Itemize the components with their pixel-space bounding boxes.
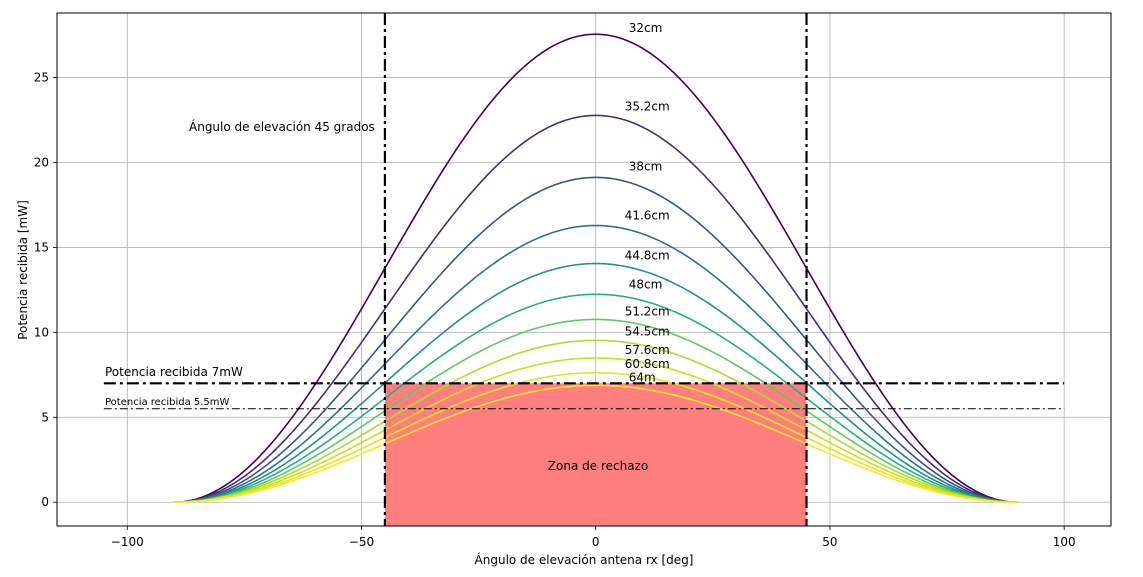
series-line-64m [174, 384, 1018, 504]
series-label: 35.2cm [625, 99, 670, 113]
reference-lines [103, 13, 1065, 526]
x-ticks: −100 −50 0 50 100 [111, 526, 1076, 549]
rejection-zone-label: Zona de rechazo [548, 459, 648, 473]
rejection-zone [384, 383, 807, 526]
series-label: 41.6cm [625, 209, 670, 223]
series-line-44.8cm [174, 262, 1018, 504]
y-tick-label: 10 [34, 325, 49, 339]
series-lines [174, 33, 1018, 504]
series-line-48cm [174, 293, 1018, 504]
series-line-57.6cm [174, 357, 1018, 504]
y-tick-label: 15 [34, 240, 49, 254]
x-tick-label: −100 [111, 535, 144, 549]
x-axis-label: Ángulo de elevación antena rx [deg] [475, 552, 694, 567]
series-label: 60.8cm [625, 357, 670, 371]
y-tick-label: 20 [34, 155, 49, 169]
series-line-32cm [174, 33, 1018, 504]
series-label: 57.6cm [625, 343, 670, 357]
series-labels: 32cm 35.2cm 38cm 41.6cm 44.8cm 48cm 51.2cm 54.5… [625, 21, 670, 384]
rejection-zone-group [384, 383, 807, 526]
hline-7mw-label: Potencia recibida 7mW [105, 365, 243, 379]
y-tick-label: 5 [41, 410, 49, 424]
series-label: 54.5cm [625, 324, 670, 338]
series-label: 48cm [629, 277, 663, 291]
series-label: 38cm [629, 159, 663, 173]
series-line-35.2cm [174, 114, 1018, 504]
x-tick-label: −50 [349, 535, 374, 549]
y-tick-label: 25 [34, 71, 49, 85]
y-axis-label: Potencia recibida [mW] [16, 200, 30, 340]
y-ticks: 0 5 10 15 20 25 [34, 71, 57, 509]
series-label: 64m [629, 370, 656, 384]
series-line-38cm [174, 176, 1018, 504]
series-line-51.2cm [174, 318, 1018, 504]
elevation-45-annotation: Ángulo de elevación 45 grados [189, 119, 375, 134]
x-tick-label: 0 [592, 535, 600, 549]
y-tick-label: 0 [41, 495, 49, 509]
hline-5p5mw-label: Potencia recibida 5.5mW [105, 397, 230, 408]
series-label: 32cm [629, 21, 663, 35]
series-line-54.5cm [174, 339, 1018, 504]
series-label: 44.8cm [625, 249, 670, 263]
x-tick-label: 50 [822, 535, 837, 549]
series-line-41.6cm [174, 224, 1018, 504]
series-label: 51.2cm [625, 304, 670, 318]
series-line-60.8cm [174, 371, 1018, 504]
x-tick-label: 100 [1053, 535, 1076, 549]
plot-frame [56, 12, 1112, 527]
